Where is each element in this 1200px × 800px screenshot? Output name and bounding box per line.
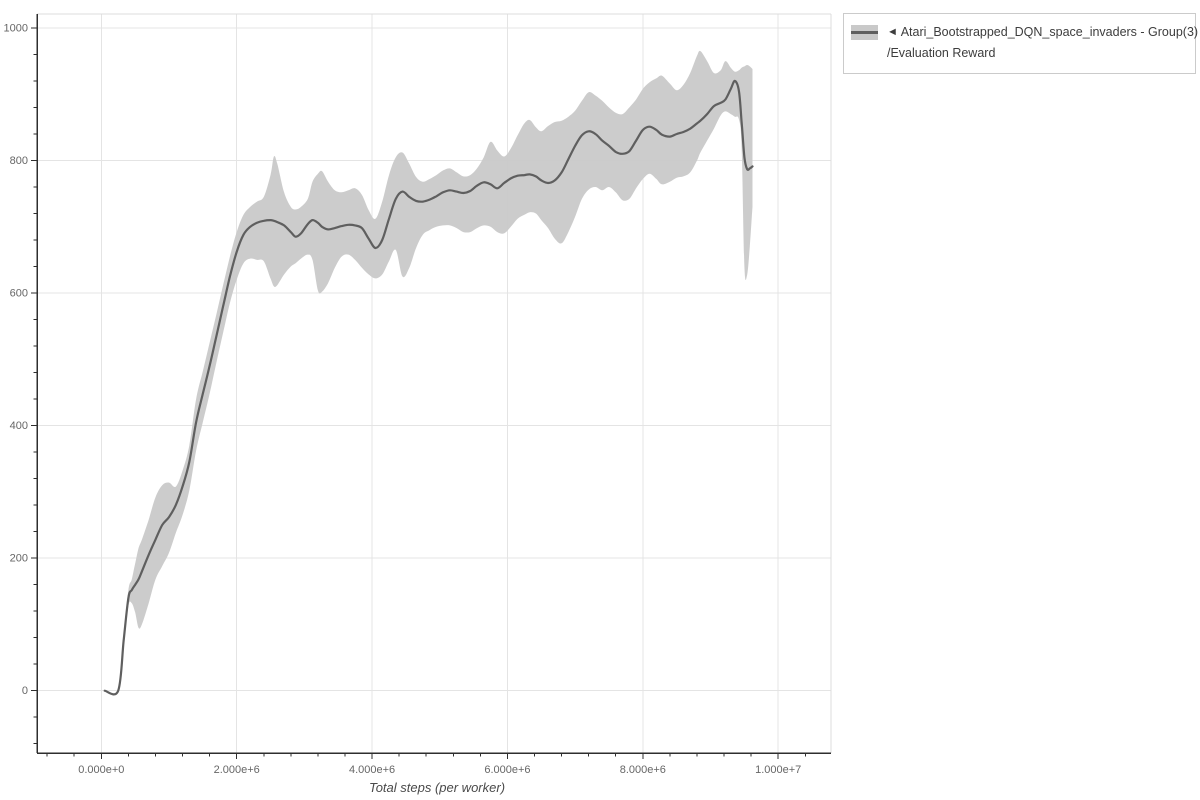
mean-line — [103, 79, 754, 696]
x-tick-label: 1.000e+7 — [755, 764, 801, 776]
axes — [31, 14, 831, 759]
collapse-arrow-icon[interactable]: ◄ — [887, 26, 898, 38]
y-tick-label: 400 — [10, 420, 28, 432]
x-tick-label: 8.000e+6 — [620, 764, 666, 776]
legend[interactable]: ◄ Atari_Bootstrapped_DQN_space_invaders … — [843, 13, 1198, 74]
y-tick-label: 1000 — [4, 22, 28, 34]
x-tick-label: 6.000e+6 — [484, 764, 530, 776]
legend-text: ◄ Atari_Bootstrapped_DQN_space_invaders … — [887, 22, 1198, 64]
axis-labels: 0.000e+0 2.000e+6 4.000e+6 6.000e+6 8.000e+6… — [4, 22, 802, 795]
x-tick-label: 2.000e+6 — [214, 764, 260, 776]
x-tick-label: 0.000e+0 — [78, 764, 124, 776]
gridlines — [37, 13, 832, 753]
legend-band-line-swatch — [851, 25, 878, 40]
y-tick-label: 600 — [10, 288, 28, 300]
y-tick-label: 0 — [22, 685, 28, 697]
plot-area[interactable] — [37, 14, 831, 753]
y-tick-label: 800 — [10, 155, 28, 167]
series-layer — [103, 50, 754, 696]
legend-series-row: ◄ Atari_Bootstrapped_DQN_space_invaders … — [887, 22, 1198, 43]
legend-series-name: Atari_Bootstrapped_DQN_space_invaders - … — [900, 25, 1199, 39]
legend-metric-name: /Evaluation Reward — [887, 46, 996, 60]
confidence-band — [104, 50, 753, 695]
legend-swatch-mean-line — [851, 31, 878, 34]
x-axis-title: Total steps (per worker) — [369, 780, 505, 795]
y-tick-label: 200 — [10, 553, 28, 565]
x-tick-label: 4.000e+6 — [349, 764, 395, 776]
